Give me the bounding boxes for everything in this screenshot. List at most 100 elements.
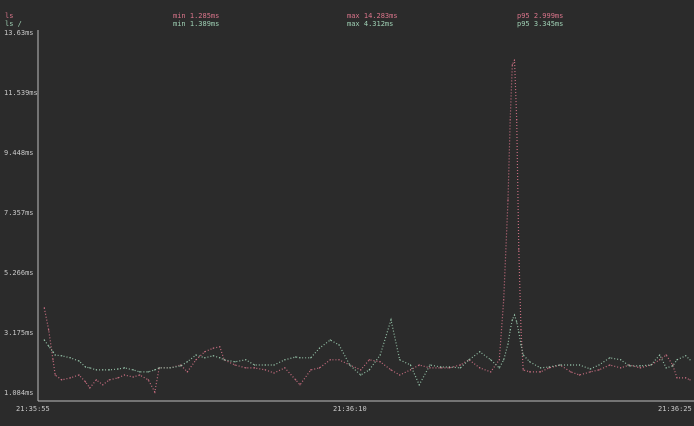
data-point xyxy=(48,345,50,347)
legend-series-ls-root: ls / xyxy=(5,20,22,28)
legend-ls-p95: p95 2.999ms xyxy=(517,12,564,20)
x-tick-label: 21:35:55 xyxy=(16,405,50,413)
data-point xyxy=(548,367,550,369)
data-point xyxy=(169,367,171,369)
data-point xyxy=(529,361,531,363)
data-point xyxy=(390,319,392,321)
data-point xyxy=(498,359,500,361)
data-point xyxy=(409,369,412,371)
data-point xyxy=(368,359,370,361)
data-point xyxy=(123,374,126,376)
data-point xyxy=(54,354,56,356)
data-point xyxy=(154,391,156,393)
data-point xyxy=(212,355,214,357)
data-point xyxy=(234,364,236,366)
data-point xyxy=(139,374,141,376)
data-point xyxy=(676,377,678,379)
data-point xyxy=(522,369,524,371)
data-point xyxy=(520,329,522,331)
data-point xyxy=(84,366,87,368)
data-point xyxy=(589,368,591,370)
data-point xyxy=(132,369,134,371)
data-point xyxy=(507,199,509,201)
data-point xyxy=(195,354,197,356)
data-point xyxy=(78,360,80,362)
data-point xyxy=(295,356,297,358)
data-point xyxy=(503,359,505,361)
data-point xyxy=(264,364,266,366)
data-point xyxy=(43,307,45,309)
legend-ls-root-max: max 4.312ms xyxy=(347,20,394,28)
data-point xyxy=(132,376,134,378)
data-point xyxy=(672,364,674,366)
data-point xyxy=(284,359,286,361)
data-point xyxy=(390,369,392,371)
data-point xyxy=(318,367,321,369)
data-point xyxy=(158,367,160,369)
data-point xyxy=(52,351,54,353)
data-point xyxy=(570,364,572,366)
data-point xyxy=(186,371,188,373)
data-point xyxy=(598,369,600,371)
data-point xyxy=(650,364,652,366)
data-point xyxy=(490,359,492,361)
data-point xyxy=(509,119,511,121)
series-line xyxy=(43,313,691,387)
data-point xyxy=(299,357,301,359)
data-point xyxy=(518,331,520,333)
data-point xyxy=(418,364,420,366)
data-point xyxy=(108,379,110,381)
data-point xyxy=(399,359,401,361)
y-tick-label: 13.63ms xyxy=(4,29,34,37)
data-point xyxy=(659,354,661,356)
data-point xyxy=(559,364,561,366)
data-point xyxy=(43,339,45,341)
data-point xyxy=(78,374,80,376)
data-point xyxy=(61,355,63,357)
data-point xyxy=(520,344,522,346)
data-point xyxy=(368,369,370,371)
data-point xyxy=(529,371,531,373)
data-point xyxy=(295,379,297,381)
legend-ls-min: min 1.285ms xyxy=(173,12,220,20)
data-point xyxy=(338,344,340,346)
data-point xyxy=(204,357,206,359)
legend-series-ls: ls xyxy=(5,12,14,20)
data-point xyxy=(147,379,149,381)
data-point xyxy=(379,354,381,356)
data-point xyxy=(95,379,97,381)
data-point xyxy=(511,64,513,66)
data-point xyxy=(479,367,481,369)
data-point xyxy=(89,387,91,389)
data-point xyxy=(429,364,431,366)
data-point xyxy=(409,364,412,366)
data-point xyxy=(253,367,256,369)
data-point xyxy=(659,359,661,361)
data-point xyxy=(123,367,126,369)
data-point xyxy=(498,367,500,369)
data-point xyxy=(511,319,513,321)
series-ls-root xyxy=(43,313,691,387)
legend-ls-root-min: min 1.389ms xyxy=(173,20,220,28)
data-point xyxy=(117,368,119,370)
data-point xyxy=(212,347,214,349)
y-tick-label: 3.175ms xyxy=(4,329,34,337)
data-point xyxy=(516,119,518,121)
data-point xyxy=(69,377,71,379)
data-point xyxy=(245,367,247,369)
data-point xyxy=(299,384,301,386)
data-point xyxy=(89,367,91,369)
y-tick-label: 5.266ms xyxy=(4,269,34,277)
data-point xyxy=(639,367,641,369)
data-point xyxy=(245,359,247,361)
data-point xyxy=(48,329,50,331)
data-point xyxy=(513,59,516,61)
x-tick-label: 21:36:25 xyxy=(658,405,692,413)
data-point xyxy=(102,369,104,371)
data-point xyxy=(180,364,182,366)
legend-ls-root-p95: p95 3.345ms xyxy=(517,20,564,28)
data-point xyxy=(117,377,119,379)
data-point xyxy=(440,367,442,369)
data-point xyxy=(253,364,256,366)
data-point xyxy=(284,367,286,369)
